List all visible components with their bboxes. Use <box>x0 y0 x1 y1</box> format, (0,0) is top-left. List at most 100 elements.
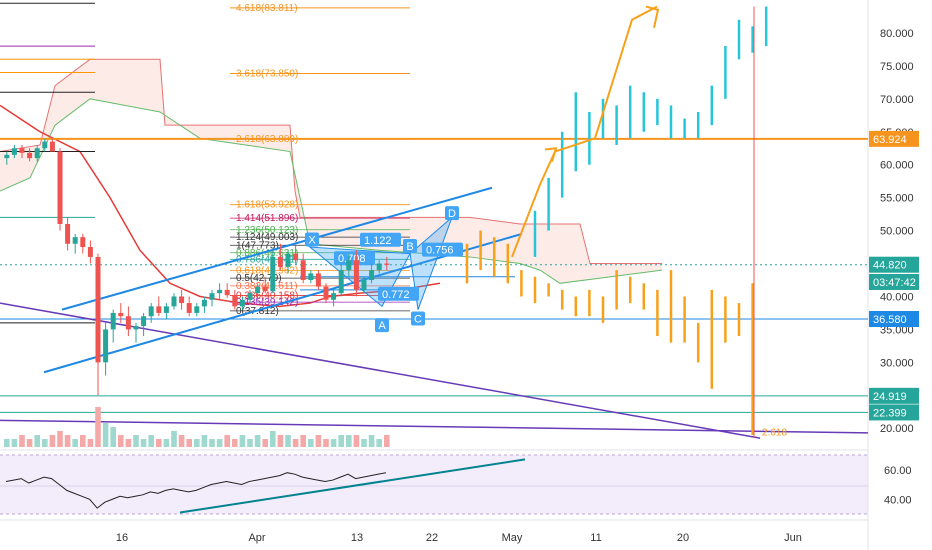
candle-body <box>255 286 261 294</box>
volume-bar <box>95 407 101 447</box>
pattern-point-badge <box>403 239 417 254</box>
volume-bar <box>26 439 33 447</box>
rsi-line <box>5 472 387 509</box>
price-tag-label: 36.580 <box>873 314 907 326</box>
bottom-target-label: 2.618 <box>762 428 787 439</box>
candle-body <box>308 273 314 280</box>
volume-bar <box>216 439 223 447</box>
candle-body <box>323 286 329 300</box>
candle-body <box>217 289 223 294</box>
volume-bar <box>87 439 94 447</box>
volume-bar <box>49 435 56 447</box>
cloud-span-a <box>0 58 662 265</box>
pattern-ratio-label: 0.756 <box>426 245 454 257</box>
candle-body <box>49 141 55 152</box>
candle-body <box>57 151 63 224</box>
price-tag-label: 24.919 <box>873 391 907 403</box>
fib-retracement-label: 0.382(41.611) <box>236 281 298 292</box>
cloud-span-b <box>0 98 663 284</box>
volume-bar <box>148 435 154 447</box>
volume-bar <box>224 435 230 447</box>
candle-body <box>80 237 86 248</box>
candle-body <box>19 148 25 153</box>
pattern-point-label: D <box>448 208 456 220</box>
fib-retracement-label: 0.5(42.79) <box>236 273 282 284</box>
candle-body <box>141 316 147 327</box>
volume-bar <box>194 439 200 447</box>
price-tick-label: 60.000 <box>880 160 914 172</box>
price-tag-badge <box>869 273 919 290</box>
candle-body <box>384 263 390 265</box>
volume-bar <box>186 439 192 447</box>
volume-bar <box>247 439 253 447</box>
candle-body <box>277 256 283 267</box>
channel-lower-line <box>43 232 523 374</box>
volume-bar <box>201 435 208 447</box>
candle-body <box>270 256 276 292</box>
volume-bar <box>178 435 185 447</box>
volume-bar <box>133 435 139 447</box>
volume-bar <box>4 439 10 447</box>
candle-body <box>27 152 33 159</box>
fib-retracement-label: 1.414(51.896) <box>236 213 298 224</box>
volume-bar <box>292 439 299 447</box>
volume-bar <box>72 439 78 447</box>
volume-bar <box>110 427 116 447</box>
candle-body <box>95 256 101 363</box>
price-tag-label: 44.820 <box>873 260 907 272</box>
price-tag-label: 03:47:42 <box>873 277 916 289</box>
fib-retracement-label: 0.786(45.641) <box>236 254 298 265</box>
projection-arrow-head <box>645 5 660 28</box>
price-tick-label: 70.000 <box>880 94 914 106</box>
pattern-point-badge <box>305 232 319 247</box>
volume-bar <box>209 439 215 447</box>
candle-body <box>262 286 268 292</box>
volume-bar <box>315 435 322 447</box>
candle-body <box>186 303 192 313</box>
fib-retracement-label: 0.236(40.158) <box>236 290 298 301</box>
volume-bar <box>277 435 284 447</box>
fib-retracement-label: 1.124(49.003) <box>236 232 298 243</box>
candle-body <box>11 148 17 155</box>
time-tick-label: 16 <box>116 532 128 544</box>
candle-body <box>232 295 238 307</box>
candle-body <box>72 237 78 244</box>
pattern-ratio-label: 0.772 <box>382 289 410 301</box>
fib-retracement-label: 1.618(53.928) <box>236 200 298 211</box>
candle-body <box>209 293 215 300</box>
volume-bar <box>368 435 375 447</box>
candle-body <box>346 260 352 271</box>
candle-body <box>201 299 207 307</box>
rsi-tick-label: 60.00 <box>884 465 912 477</box>
time-tick-label: May <box>502 532 523 544</box>
channel-upper-line <box>61 186 493 311</box>
pattern-point-label: X <box>308 234 316 246</box>
fib-retracement-label: 0.135(39.142) <box>236 297 298 308</box>
volume-bar <box>384 435 390 447</box>
candle-body <box>34 148 40 159</box>
price-tag-label: 63.924 <box>873 134 907 146</box>
time-tick-label: Apr <box>248 532 265 544</box>
volume-bar <box>102 423 109 447</box>
volume-bar <box>232 439 238 447</box>
candle-body <box>148 306 154 317</box>
candle-body <box>125 316 131 330</box>
candle-body <box>65 224 71 244</box>
volume-bar <box>330 439 337 447</box>
volume-bar <box>254 435 261 447</box>
candle-body <box>315 273 321 287</box>
fib-extension-label: 3.618(73.850) <box>236 68 298 79</box>
time-tick-label: 20 <box>677 532 689 544</box>
price-tag-badge <box>869 404 919 421</box>
candle-body <box>103 329 109 363</box>
candle-body <box>353 260 359 290</box>
pattern-point-badge <box>411 311 425 326</box>
projection-arrow-path <box>511 5 658 258</box>
rsi-band <box>0 455 868 514</box>
pattern-ratio-label: 0.708 <box>338 253 366 265</box>
volume-bar <box>140 439 147 447</box>
candle-body <box>118 312 124 317</box>
pattern-point-label: C <box>414 314 422 326</box>
